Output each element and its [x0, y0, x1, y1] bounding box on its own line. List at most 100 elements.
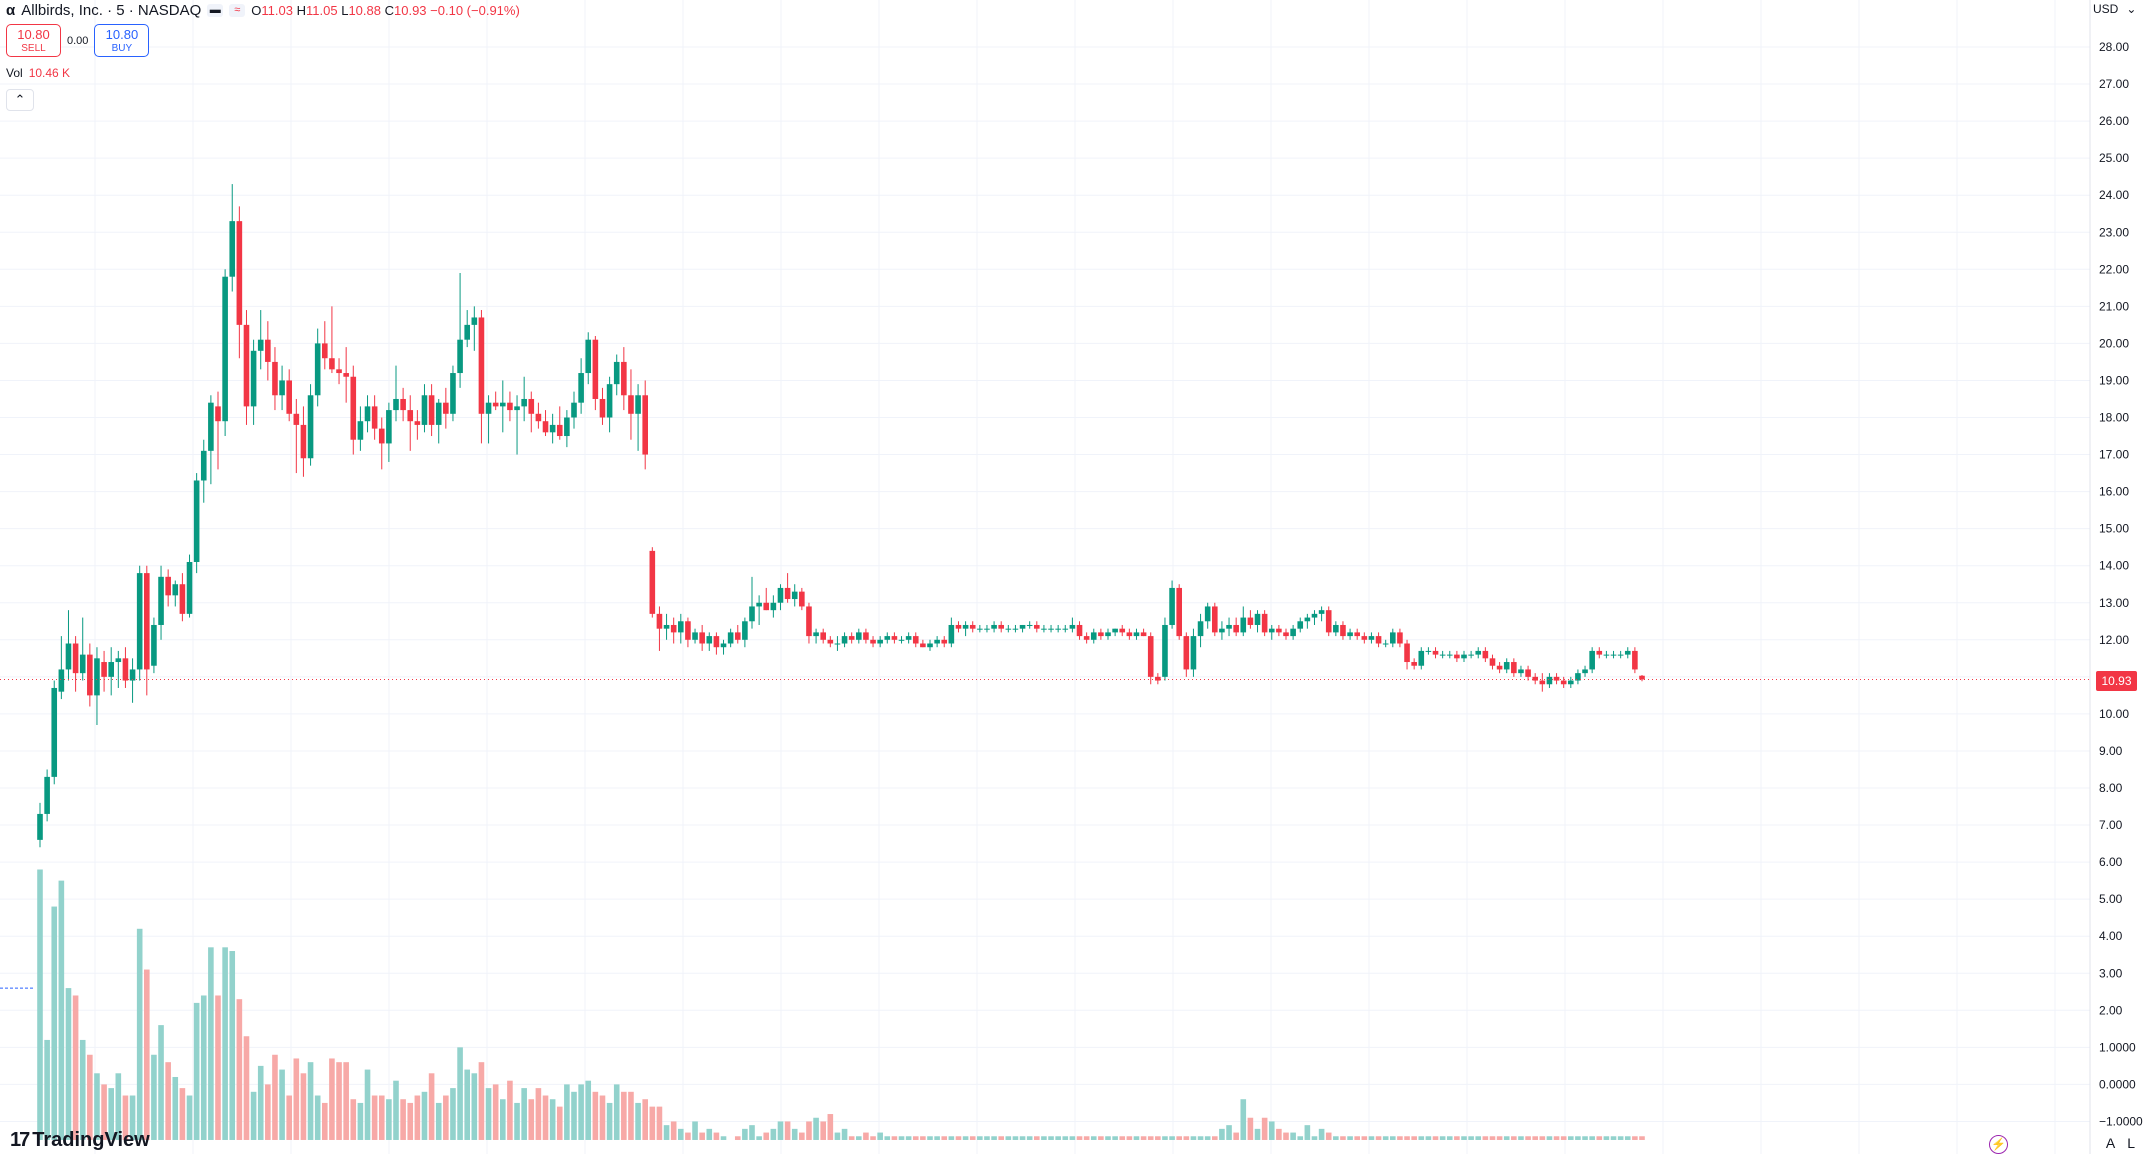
volume-bar — [1083, 1136, 1090, 1140]
volume-bar — [1347, 1136, 1353, 1140]
candle-body — [1240, 617, 1247, 633]
candle-body — [44, 776, 50, 814]
candle-body — [1503, 662, 1510, 670]
candle-body — [407, 410, 414, 422]
candle-body — [478, 317, 485, 414]
candle-body — [343, 373, 349, 377]
collapse-legend-button[interactable]: ⌃ — [6, 89, 34, 111]
volume-bar — [934, 1136, 940, 1140]
candle-body — [1212, 606, 1218, 633]
volume-bar — [1012, 1136, 1019, 1140]
compare-icon[interactable]: ≈ — [229, 3, 246, 17]
candle-body — [977, 628, 983, 630]
candle-body — [1090, 632, 1097, 640]
candle-body — [1325, 610, 1332, 633]
volume-bar — [1318, 1128, 1325, 1140]
volume-bar — [1511, 1136, 1517, 1140]
currency-selector[interactable]: USD ⌄ — [2087, 0, 2143, 18]
candle-body — [1333, 624, 1339, 633]
candle-body — [72, 643, 79, 674]
allbirds-logo-icon: α — [6, 1, 16, 19]
volume-bar — [1126, 1136, 1133, 1140]
volume-bar — [101, 1084, 107, 1140]
volume-bar — [222, 947, 228, 1140]
volume-bar — [1375, 1136, 1382, 1140]
candle-body — [257, 339, 264, 351]
volume-bar — [998, 1136, 1004, 1140]
candle-body — [599, 398, 606, 418]
buy-label: BUY — [111, 43, 133, 54]
candle-body — [1639, 675, 1645, 680]
candle-body — [848, 636, 855, 640]
volume-bar — [1425, 1136, 1432, 1140]
volume-bar — [478, 1062, 485, 1140]
candle-body — [1354, 632, 1360, 637]
candle-body — [215, 406, 221, 422]
candle-body — [998, 624, 1004, 629]
volume-bar — [87, 1054, 93, 1140]
volume-bar — [756, 1136, 762, 1140]
sell-button[interactable]: 10.80 SELL — [6, 24, 61, 57]
candle-body — [222, 276, 228, 422]
volume-bar — [763, 1132, 770, 1140]
volume-bar — [941, 1136, 948, 1140]
volume-bar — [571, 1091, 577, 1140]
volume-bar — [777, 1121, 784, 1140]
volume-bar — [1290, 1132, 1296, 1140]
volume-bar — [421, 1091, 428, 1140]
candle-body — [58, 669, 65, 692]
candle-body — [941, 639, 948, 644]
volume-bar — [1276, 1128, 1282, 1140]
volume-bar — [927, 1136, 933, 1140]
volume-bar — [678, 1128, 684, 1140]
auto-scale-button[interactable]: A — [2105, 1135, 2116, 1151]
price-axis-label: 4.00 — [2099, 929, 2123, 943]
candle-body — [806, 606, 812, 637]
volume-bar — [265, 1084, 271, 1140]
volume-bar — [58, 880, 65, 1140]
volume-bar — [784, 1121, 791, 1140]
candle-body — [969, 624, 976, 629]
candle-body — [471, 317, 478, 325]
candle-body — [1461, 654, 1467, 659]
symbol-title[interactable]: Allbirds, Inc. · 5 · NASDAQ — [21, 1, 202, 19]
volume-bar — [250, 1091, 257, 1140]
trade-panel: 10.80 SELL 0.00 10.80 BUY — [6, 24, 150, 57]
volume-bar — [1247, 1117, 1254, 1140]
volume-value: 10.46 K — [28, 66, 71, 80]
candle-body — [820, 632, 826, 640]
hide-icon[interactable]: ▬ — [207, 3, 224, 17]
volume-bar — [1475, 1136, 1482, 1140]
buy-button[interactable]: 10.80 BUY — [94, 24, 150, 57]
lightning-icon[interactable]: ⚡ — [1989, 1135, 2008, 1154]
candle-body — [350, 376, 357, 440]
tradingview-logo[interactable]: 17 TradingView — [10, 1126, 150, 1154]
candle-body — [79, 654, 86, 674]
volume-bar — [870, 1136, 876, 1140]
volume-bar — [350, 1099, 357, 1140]
volume-bar — [628, 1091, 634, 1140]
volume-bar — [706, 1128, 713, 1140]
candle-body — [799, 591, 805, 607]
log-scale-button[interactable]: L — [2127, 1135, 2135, 1151]
volume-bar — [685, 1132, 691, 1140]
open-value: 11.03 — [261, 2, 293, 18]
volume-bar — [364, 1069, 371, 1140]
candle-body — [663, 624, 670, 629]
volume-bar — [912, 1136, 919, 1140]
candle-body — [378, 428, 385, 444]
volume-bar — [884, 1136, 891, 1140]
candle-body — [314, 343, 321, 396]
volume-bar — [962, 1136, 969, 1140]
candle-body — [1162, 624, 1168, 677]
volume-bar — [1297, 1136, 1304, 1140]
candle-body — [1254, 613, 1261, 625]
candle-body — [1055, 628, 1061, 630]
volume-bar — [578, 1084, 584, 1140]
candle-body — [1026, 624, 1033, 626]
candle-body — [1397, 632, 1403, 644]
scale-buttons: A L — [2106, 1132, 2135, 1154]
price-axis-label: 19.00 — [2099, 373, 2129, 387]
volume-bar — [293, 1058, 300, 1140]
